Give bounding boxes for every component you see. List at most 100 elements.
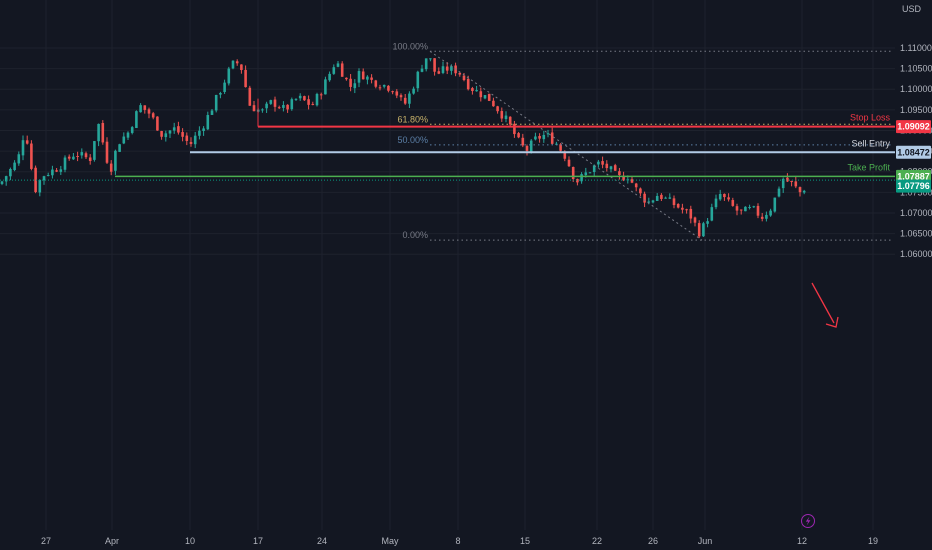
- candle-body: [529, 140, 533, 153]
- candle: [559, 143, 562, 152]
- candle-body: [584, 172, 588, 176]
- candle: [433, 58, 436, 76]
- lightning-icon[interactable]: [801, 514, 815, 528]
- candle: [731, 197, 735, 207]
- candle-body: [634, 183, 638, 188]
- candle-body: [219, 92, 222, 95]
- candle: [21, 135, 25, 161]
- candle: [714, 194, 718, 210]
- y-tick-label: 1.06500: [900, 229, 932, 239]
- candle: [332, 64, 336, 75]
- candle: [492, 97, 495, 107]
- candle: [538, 133, 541, 143]
- candle-body: [609, 166, 613, 170]
- candle: [273, 96, 277, 112]
- candle-body: [214, 94, 218, 111]
- candle: [508, 116, 512, 127]
- candle-body: [160, 131, 163, 137]
- candle-body: [34, 167, 37, 193]
- candle: [655, 193, 659, 201]
- candle: [382, 84, 386, 89]
- candle-body: [0, 181, 4, 184]
- y-tick-label: 1.10500: [900, 64, 932, 74]
- candle-body: [147, 109, 151, 114]
- candle-body: [672, 198, 676, 206]
- candle: [555, 141, 558, 145]
- take-profit-label: Take Profit: [847, 162, 890, 172]
- candle-body: [693, 217, 697, 223]
- candle: [487, 93, 491, 102]
- candle-body: [244, 69, 247, 88]
- candle: [76, 151, 79, 162]
- candle: [445, 62, 449, 75]
- candle-body: [177, 126, 180, 133]
- candle: [366, 75, 369, 85]
- candle-body: [445, 66, 449, 71]
- candle: [702, 221, 705, 238]
- candle-body: [613, 165, 617, 171]
- x-tick-label: 17: [253, 536, 263, 546]
- candle-body: [702, 223, 705, 237]
- candle-body: [261, 109, 264, 111]
- candle: [193, 131, 197, 149]
- candle: [744, 206, 747, 212]
- candle: [168, 129, 172, 138]
- candle: [378, 84, 382, 91]
- candle: [458, 72, 462, 77]
- candle: [139, 103, 142, 113]
- candle: [164, 130, 168, 142]
- candle: [773, 197, 777, 213]
- candle: [101, 120, 105, 145]
- candle: [567, 156, 571, 168]
- candle: [634, 182, 638, 192]
- candle-body: [802, 190, 806, 193]
- candle-body: [114, 150, 117, 171]
- candle-body: [248, 87, 252, 106]
- candle-body: [265, 103, 268, 109]
- candle-body: [790, 181, 793, 183]
- candle: [244, 65, 247, 88]
- x-tick-label: 12: [797, 536, 807, 546]
- x-tick-label: 15: [520, 536, 530, 546]
- candle-body: [466, 78, 470, 90]
- time-axis[interactable]: 27 Apr 10 17 24 May 8 15 22 26 Jun 12 19: [41, 536, 878, 546]
- candle-body: [227, 68, 231, 84]
- candle: [437, 67, 441, 75]
- candle: [223, 79, 226, 94]
- candle: [718, 189, 722, 201]
- candle-body: [664, 197, 667, 199]
- candle-body: [151, 113, 155, 118]
- candle-body: [416, 71, 420, 89]
- candle-body: [567, 159, 571, 167]
- candle: [290, 97, 294, 111]
- current-price-tag-bg: [896, 179, 931, 193]
- candle: [689, 205, 693, 224]
- candle-body: [185, 135, 189, 141]
- x-tick-label: 22: [592, 536, 602, 546]
- candle-body: [67, 156, 71, 159]
- candle-body: [353, 83, 357, 89]
- candle-body: [727, 197, 730, 200]
- chart-overlays: 100.00% 61.80% 50.00% 0.00% Stop Loss Sell En…: [0, 41, 895, 328]
- candle-body: [210, 110, 214, 115]
- candle: [265, 101, 268, 113]
- arrow-head: [825, 316, 839, 328]
- candle-body: [517, 133, 520, 138]
- candle: [424, 58, 428, 72]
- candle-body: [13, 162, 16, 171]
- candle: [147, 107, 151, 119]
- candle-body: [30, 143, 33, 169]
- price-axis[interactable]: 1.110001.105001.100001.095001.090001.085…: [896, 43, 932, 259]
- candle-body: [88, 157, 92, 162]
- candle: [189, 137, 193, 147]
- y-tick-label: 1.10000: [900, 84, 932, 94]
- candle: [340, 61, 344, 77]
- candle: [542, 130, 546, 143]
- candle-body: [315, 93, 319, 106]
- candle: [601, 156, 604, 169]
- candle-body: [109, 163, 113, 172]
- candle-body: [311, 103, 315, 105]
- candle: [88, 154, 92, 165]
- candle: [471, 86, 474, 95]
